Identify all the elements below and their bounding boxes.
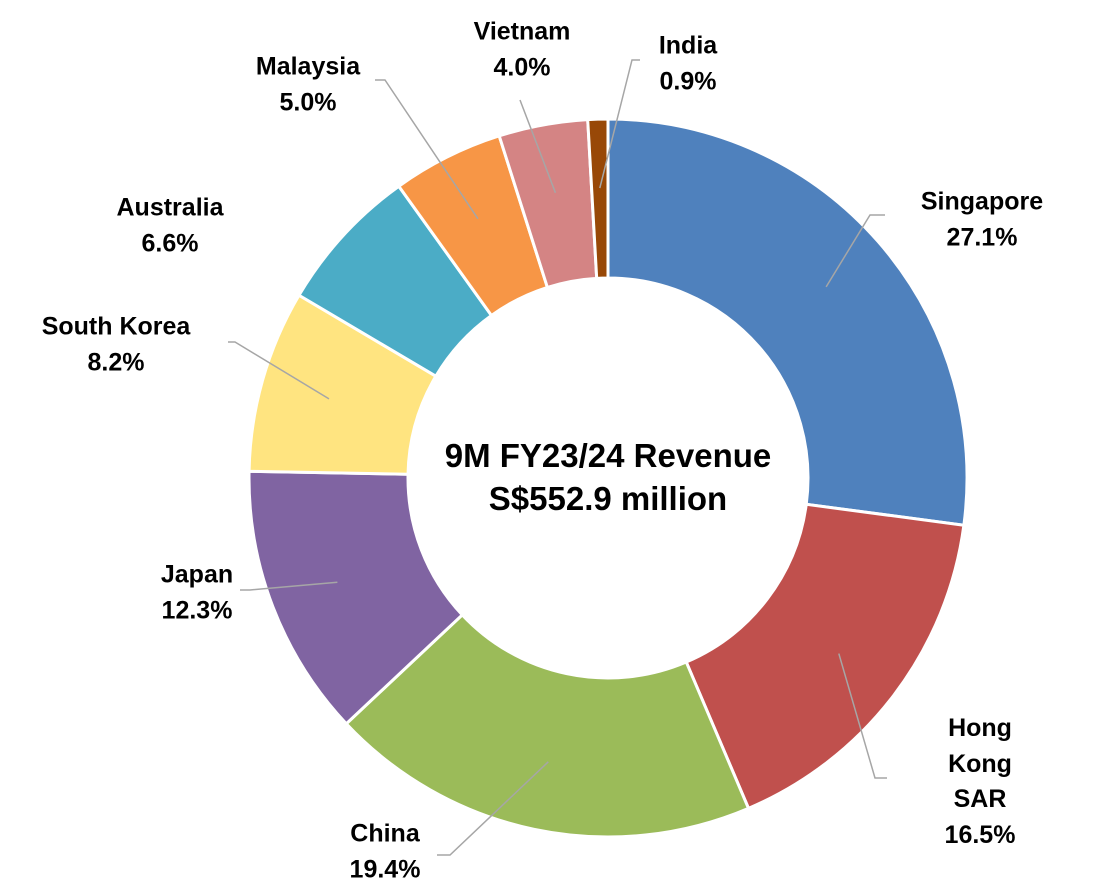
value-label: 16.5% [944,820,1016,849]
category-label: Japan [160,560,234,589]
category-label: Malaysia [255,52,361,81]
value-label: 4.0% [493,53,551,81]
value-label: 27.1% [946,223,1018,251]
leader-line [375,79,479,220]
data-label: Japan 12.3% [161,558,233,629]
slice [606,117,969,527]
slice [344,612,751,839]
value-label: 19.4% [349,855,421,883]
value-label: 12.3% [161,596,233,624]
value-label: 6.6% [141,229,199,257]
category-label: India [658,31,718,60]
center-line: S$552.9 million [488,480,728,517]
category-label: Hong Kong SAR [948,714,1012,813]
slice [586,117,610,280]
value-label: 5.0% [279,88,337,116]
data-label: China 19.4% [350,817,421,888]
value-label: 0.9% [659,67,717,95]
data-label: South Korea 8.2% [42,310,191,381]
category-label: South Korea [41,312,191,341]
leader-line [838,653,887,779]
center-line: 9M FY23/24 Revenue [444,437,772,475]
category-label: Vietnam [473,17,571,46]
category-label: China [350,819,420,848]
data-label: Hong Kong SAR 16.5% [922,711,1039,853]
data-label: Vietnam 4.0% [474,15,571,86]
leader-line [825,214,885,288]
leader-line [599,59,640,189]
center-text: 9M FY23/24 Revenue S$552.9 million [445,435,772,521]
value-label: 8.2% [87,348,145,376]
category-label: Australia [116,193,224,222]
data-label: Malaysia 5.0% [256,50,360,121]
slice [684,502,966,811]
data-label: India 0.9% [659,29,717,100]
leader-line [519,99,557,194]
category-label: Singapore [920,187,1044,216]
data-label: Singapore 27.1% [921,185,1043,256]
leader-line [240,581,338,591]
data-label: Australia 6.6% [117,191,224,262]
leader-line [437,761,549,856]
leader-line [228,341,330,400]
